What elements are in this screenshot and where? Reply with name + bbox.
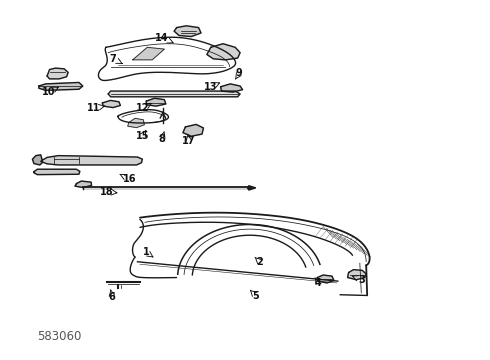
Text: 10: 10: [42, 87, 55, 97]
Polygon shape: [108, 91, 240, 97]
Text: 16: 16: [122, 174, 136, 184]
Text: 14: 14: [155, 33, 169, 42]
Polygon shape: [318, 275, 334, 283]
Polygon shape: [133, 47, 164, 60]
Polygon shape: [347, 270, 366, 280]
Polygon shape: [207, 44, 240, 60]
Text: 11: 11: [87, 103, 100, 113]
Text: 8: 8: [158, 134, 165, 144]
Text: 7: 7: [110, 54, 117, 64]
Text: 9: 9: [236, 68, 243, 78]
Text: 12: 12: [136, 103, 149, 113]
Text: 15: 15: [136, 131, 149, 141]
Polygon shape: [247, 186, 256, 190]
Text: 13: 13: [204, 82, 218, 92]
Polygon shape: [34, 169, 80, 175]
Text: 4: 4: [315, 278, 321, 288]
Polygon shape: [47, 68, 68, 79]
Text: 2: 2: [256, 257, 263, 267]
Polygon shape: [75, 181, 92, 188]
Text: 6: 6: [109, 292, 116, 302]
Text: 5: 5: [252, 291, 259, 301]
Polygon shape: [183, 125, 203, 136]
Polygon shape: [147, 98, 166, 106]
Text: 1: 1: [143, 247, 149, 257]
Polygon shape: [41, 156, 143, 165]
Polygon shape: [220, 84, 243, 92]
Polygon shape: [128, 118, 145, 128]
Polygon shape: [32, 155, 42, 165]
Polygon shape: [39, 82, 83, 90]
Polygon shape: [174, 26, 201, 37]
Text: 18: 18: [100, 187, 114, 197]
Polygon shape: [102, 100, 121, 108]
Text: 3: 3: [358, 275, 365, 285]
Text: 17: 17: [182, 136, 196, 145]
Text: 583060: 583060: [37, 330, 82, 343]
